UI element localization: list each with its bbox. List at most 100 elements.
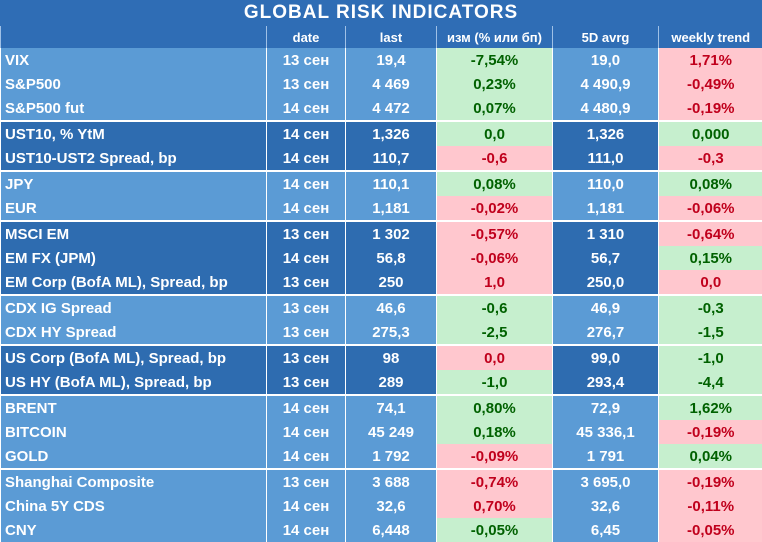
avg-5d-cell: 3 695,0: [553, 469, 659, 494]
header-date: date: [267, 26, 346, 48]
avg-5d-cell: 46,9: [553, 295, 659, 320]
change-cell: -0,05%: [437, 518, 553, 542]
date-cell: 14 сен: [267, 96, 346, 121]
weekly-trend-cell: -1,5: [659, 320, 762, 345]
indicator-name: BRENT: [1, 395, 267, 420]
avg-5d-cell: 1,326: [553, 121, 659, 146]
avg-5d-cell: 1 310: [553, 221, 659, 246]
indicator-name: GOLD: [1, 444, 267, 469]
indicator-name: US HY (BofA ML), Spread, bp: [1, 370, 267, 395]
header-last: last: [346, 26, 437, 48]
indicator-name: EM Corp (BofA ML), Spread, bp: [1, 270, 267, 295]
change-cell: -0,09%: [437, 444, 553, 469]
header-weekly-trend: weekly trend: [659, 26, 762, 48]
avg-5d-cell: 250,0: [553, 270, 659, 295]
indicator-name: UST10-UST2 Spread, bp: [1, 146, 267, 171]
indicator-name: China 5Y CDS: [1, 494, 267, 518]
change-cell: -0,6: [437, 146, 553, 171]
change-cell: -0,06%: [437, 246, 553, 270]
indicator-name: S&P500 fut: [1, 96, 267, 121]
change-cell: 0,0: [437, 121, 553, 146]
weekly-trend-cell: 0,15%: [659, 246, 762, 270]
change-cell: -0,57%: [437, 221, 553, 246]
change-cell: 0,18%: [437, 420, 553, 444]
date-cell: 13 сен: [267, 48, 346, 72]
avg-5d-cell: 56,7: [553, 246, 659, 270]
last-value-cell: 3 688: [346, 469, 437, 494]
indicator-name: Shanghai Composite: [1, 469, 267, 494]
change-cell: -0,74%: [437, 469, 553, 494]
weekly-trend-cell: -0,19%: [659, 96, 762, 121]
date-cell: 13 сен: [267, 345, 346, 370]
weekly-trend-cell: 0,08%: [659, 171, 762, 196]
change-cell: 0,08%: [437, 171, 553, 196]
date-cell: 14 сен: [267, 444, 346, 469]
avg-5d-cell: 293,4: [553, 370, 659, 395]
last-value-cell: 45 249: [346, 420, 437, 444]
last-value-cell: 74,1: [346, 395, 437, 420]
last-value-cell: 110,1: [346, 171, 437, 196]
date-cell: 14 сен: [267, 246, 346, 270]
date-cell: 14 сен: [267, 121, 346, 146]
avg-5d-cell: 1,181: [553, 196, 659, 221]
indicator-name: S&P500: [1, 72, 267, 96]
avg-5d-cell: 4 490,9: [553, 72, 659, 96]
date-cell: 14 сен: [267, 518, 346, 542]
last-value-cell: 289: [346, 370, 437, 395]
last-value-cell: 19,4: [346, 48, 437, 72]
weekly-trend-cell: 1,71%: [659, 48, 762, 72]
change-cell: -7,54%: [437, 48, 553, 72]
change-cell: 0,07%: [437, 96, 553, 121]
avg-5d-cell: 19,0: [553, 48, 659, 72]
date-cell: 13 сен: [267, 270, 346, 295]
date-cell: 13 сен: [267, 320, 346, 345]
weekly-trend-cell: 0,000: [659, 121, 762, 146]
last-value-cell: 56,8: [346, 246, 437, 270]
date-cell: 14 сен: [267, 420, 346, 444]
weekly-trend-cell: -0,3: [659, 295, 762, 320]
last-value-cell: 110,7: [346, 146, 437, 171]
indicator-name: MSCI EM: [1, 221, 267, 246]
weekly-trend-cell: 1,62%: [659, 395, 762, 420]
avg-5d-cell: 99,0: [553, 345, 659, 370]
indicator-name: VIX: [1, 48, 267, 72]
avg-5d-cell: 276,7: [553, 320, 659, 345]
date-cell: 14 сен: [267, 196, 346, 221]
date-cell: 13 сен: [267, 370, 346, 395]
weekly-trend-cell: -0,06%: [659, 196, 762, 221]
indicator-name: EUR: [1, 196, 267, 221]
date-cell: 14 сен: [267, 395, 346, 420]
header-5d-avg: 5D avrg: [553, 26, 659, 48]
change-cell: -1,0: [437, 370, 553, 395]
last-value-cell: 32,6: [346, 494, 437, 518]
date-cell: 13 сен: [267, 72, 346, 96]
date-cell: 14 сен: [267, 146, 346, 171]
indicators-table: date last изм (% или бп) 5D avrg weekly …: [0, 26, 762, 542]
change-cell: 0,80%: [437, 395, 553, 420]
indicator-name: CDX HY Spread: [1, 320, 267, 345]
weekly-trend-cell: -0,3: [659, 146, 762, 171]
change-cell: 1,0: [437, 270, 553, 295]
indicator-name: JPY: [1, 171, 267, 196]
avg-5d-cell: 110,0: [553, 171, 659, 196]
last-value-cell: 1 792: [346, 444, 437, 469]
indicator-name: EM FX (JPM): [1, 246, 267, 270]
change-cell: 0,23%: [437, 72, 553, 96]
last-value-cell: 250: [346, 270, 437, 295]
